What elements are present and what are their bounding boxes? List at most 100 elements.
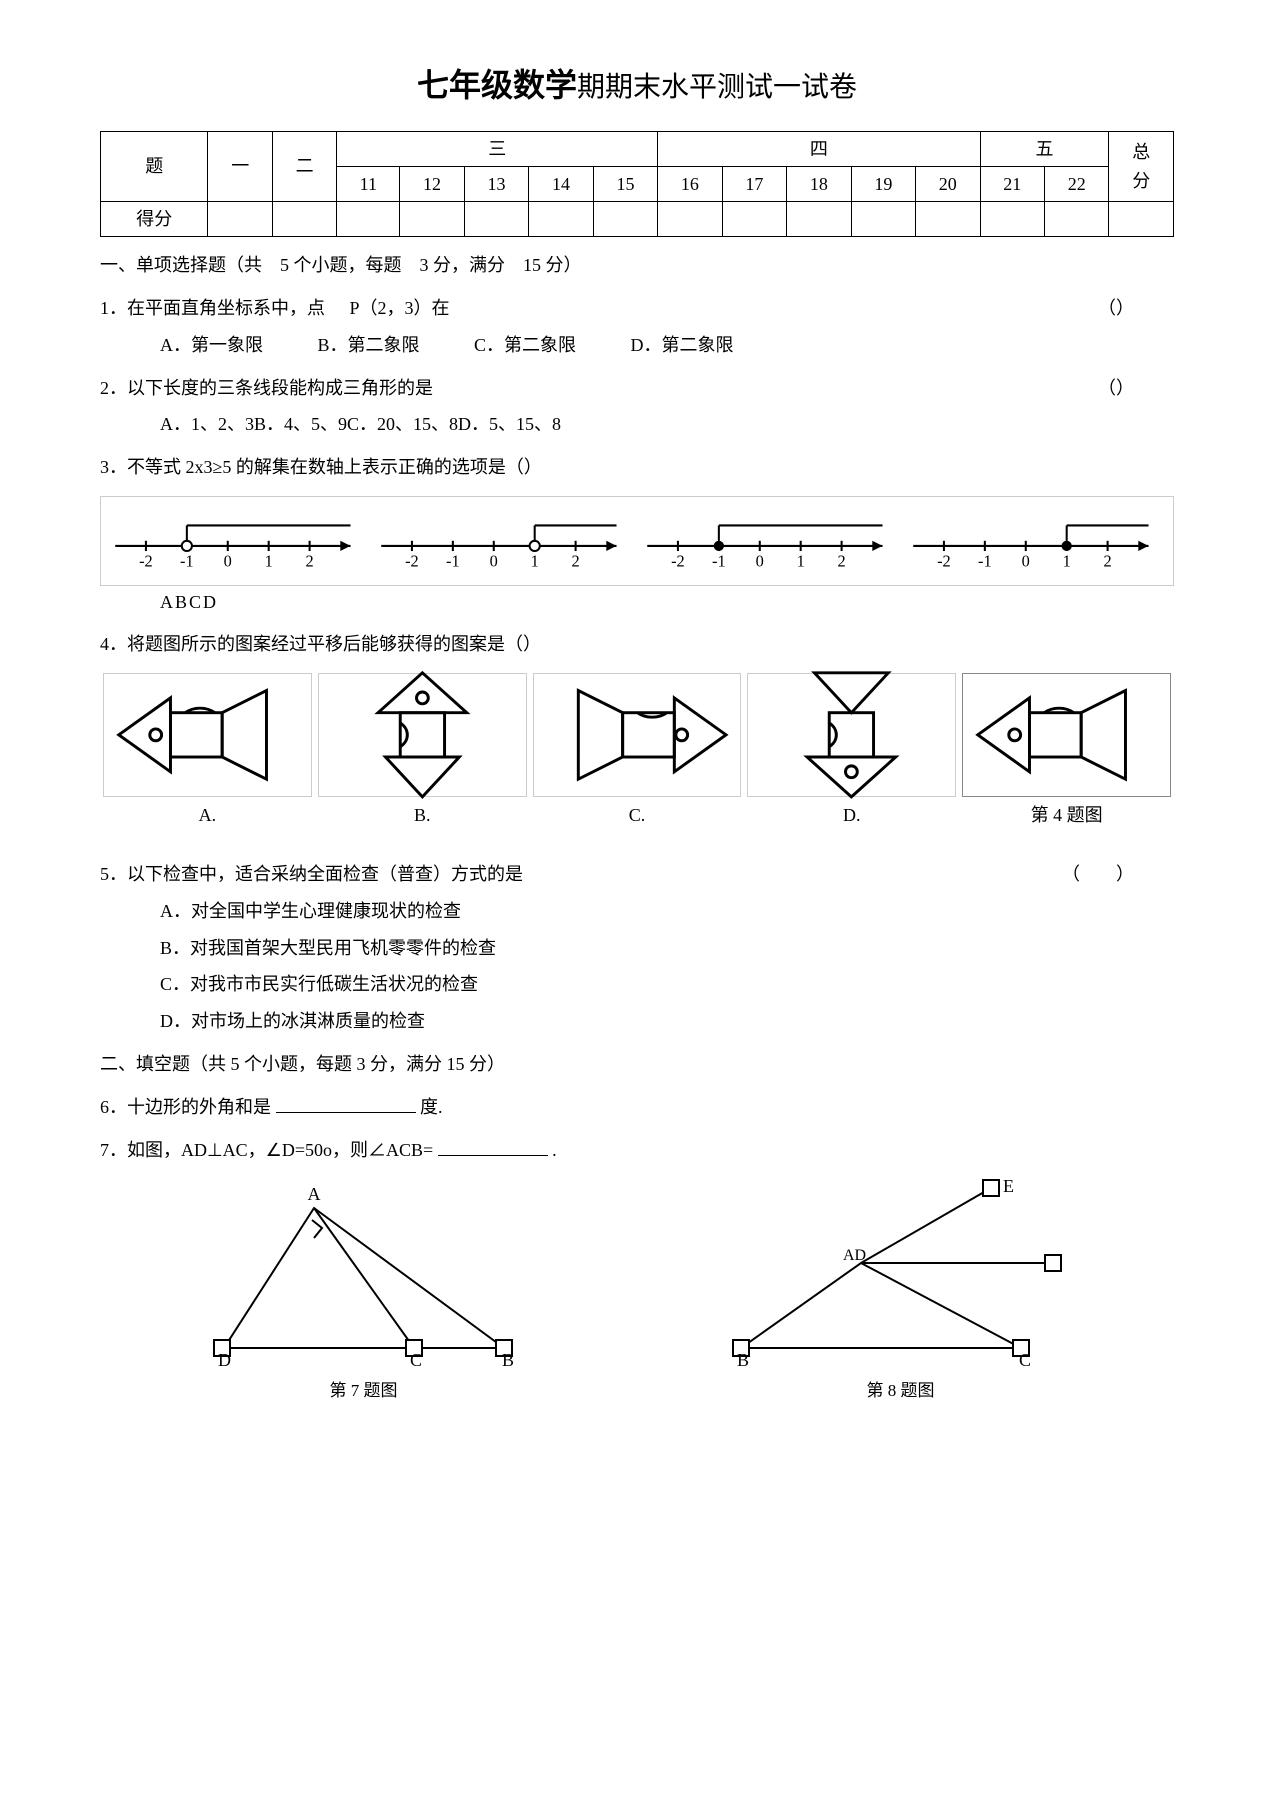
label-orig: 第 4 题图	[959, 801, 1174, 830]
score-table: 题 一 二 三 三 四 五 总分 11 12 13 14 15 16 17 18…	[100, 131, 1174, 237]
svg-text:1: 1	[1063, 551, 1071, 570]
option-c: C．对我市市民实行低碳生活状况的检查	[160, 970, 1174, 999]
fish-D	[747, 673, 956, 797]
q1-options: A．第一象限 B．第二象限 C．第二象限 D．第二象限	[100, 331, 1174, 360]
cell: 三	[337, 132, 658, 167]
title-big: 七年级数学	[417, 67, 577, 103]
svg-text:2: 2	[838, 551, 846, 570]
cell: 14	[529, 167, 593, 202]
question-3: 3．不等式 2x3≥5 的解集在数轴上表示正确的选项是（）	[100, 453, 1174, 482]
fill-blank	[276, 1094, 416, 1113]
answer-paren: （ ）	[1062, 860, 1134, 889]
cell: 16	[658, 167, 722, 202]
q2-stem: 2．以下长度的三条线段能构成三角形的是	[100, 378, 433, 398]
svg-text:-1: -1	[446, 551, 460, 570]
label-c: C.	[530, 801, 745, 830]
fig8-wrap: AD B C E 第 8 题图	[711, 1178, 1091, 1404]
cell: 18	[787, 167, 851, 202]
question-6: 6．十边形的外角和是 度.	[100, 1093, 1174, 1122]
option-a: A．对全国中学生心理健康现状的检查	[160, 897, 1174, 926]
triangle-figures: A D C B 第 7 题图 AD B C E 第 8 题图	[100, 1178, 1174, 1404]
cell: 五	[980, 132, 1109, 167]
option-d: D．对市场上的冰淇淋质量的检查	[160, 1007, 1174, 1036]
q3-abcd: ABCD	[100, 588, 1174, 617]
q4-figures	[100, 673, 1174, 797]
svg-text:-1: -1	[180, 551, 194, 570]
cell: 22	[1044, 167, 1108, 202]
cell: 20	[916, 167, 980, 202]
answer-paren: （）	[1098, 374, 1134, 403]
svg-text:2: 2	[1104, 551, 1112, 570]
question-1: 1．在平面直角坐标系中，点 P（2，3）在 （） A．第一象限 B．第二象限 C…	[100, 294, 1174, 360]
pt-E: E	[1003, 1178, 1014, 1196]
q4-stem: 4．将题图所示的图案经过平移后能够获得的图案是（）	[100, 634, 541, 654]
svg-text:2: 2	[306, 551, 314, 570]
question-2: 2．以下长度的三条线段能构成三角形的是 （） A．1、2、3B．4、5、9C．2…	[100, 374, 1174, 440]
option-c: C．第二象限	[474, 331, 576, 360]
numberline-d: -2 -1 0 1 2	[903, 505, 1169, 577]
title-rest: 期期末水平测试一试卷	[577, 72, 857, 103]
svg-text:1: 1	[265, 551, 273, 570]
svg-text:0: 0	[756, 551, 764, 570]
fig7-label: 第 7 题图	[184, 1377, 544, 1404]
option-a: A．第一象限	[160, 331, 263, 360]
pt-B: B	[737, 1350, 749, 1368]
numberline-figures: -2 -1 0 1 2 -2 -1 0 1 2 -2	[100, 496, 1174, 586]
cell: 四	[658, 132, 980, 167]
question-5: 5．以下检查中，适合采纳全面检查（普查）方式的是 （ ） A．对全国中学生心理健…	[100, 860, 1174, 1036]
fish-A	[103, 673, 312, 797]
cell: 17	[722, 167, 786, 202]
fill-blank	[438, 1137, 548, 1156]
svg-text:-2: -2	[671, 551, 685, 570]
svg-text:-1: -1	[978, 551, 992, 570]
pt-B: B	[502, 1350, 514, 1368]
q6-a: 6．十边形的外角和是	[100, 1097, 271, 1117]
table-row: 题 一 二 三 三 四 五 总分	[101, 132, 1174, 167]
fish-C	[533, 673, 742, 797]
cell: 二	[272, 132, 336, 202]
section2-heading: 二、填空题（共 5 个小题，每题 3 分，满分 15 分）	[100, 1050, 1174, 1079]
page-title: 七年级数学期期末水平测试一试卷	[100, 60, 1174, 111]
q1-stem-a: 1．在平面直角坐标系中，点	[100, 298, 325, 318]
svg-text:-2: -2	[937, 551, 951, 570]
cell: 11	[337, 167, 400, 202]
numberline-b: -2 -1 0 1 2	[371, 505, 637, 577]
triangle-7: A D C B	[184, 1178, 544, 1368]
answer-paren: （）	[1098, 294, 1134, 323]
label-b: B.	[315, 801, 530, 830]
fig8-label: 第 8 题图	[711, 1377, 1091, 1404]
fish-B	[318, 673, 527, 797]
cell: 19	[851, 167, 915, 202]
q1-stem-b: P（2，3）在	[350, 298, 450, 318]
pt-A: A	[307, 1184, 320, 1204]
cell: 15	[593, 167, 657, 202]
svg-text:1: 1	[531, 551, 539, 570]
fig7-wrap: A D C B 第 7 题图	[184, 1178, 544, 1404]
numberline-c: -2 -1 0 1 2	[637, 505, 903, 577]
cell: 题	[101, 132, 208, 202]
q2-options: A．1、2、3B．4、5、9C．20、15、8D．5、15、8	[100, 410, 1174, 439]
label-d: D.	[744, 801, 959, 830]
svg-text:0: 0	[490, 551, 498, 570]
q3-stem: 3．不等式 2x3≥5 的解集在数轴上表示正确的选项是（）	[100, 457, 542, 477]
q5-options: A．对全国中学生心理健康现状的检查 B．对我国首架大型民用飞机零零件的检查 C．…	[100, 897, 1174, 1036]
label-a: A.	[100, 801, 315, 830]
pt-AD: AD	[843, 1247, 866, 1264]
fish-original	[962, 673, 1171, 797]
cell: 得分	[101, 202, 208, 237]
option-b: B．第二象限	[318, 331, 420, 360]
question-4: 4．将题图所示的图案经过平移后能够获得的图案是（）	[100, 630, 1174, 659]
cell: 21	[980, 167, 1044, 202]
triangle-8: AD B C E	[711, 1178, 1091, 1368]
svg-text:2: 2	[572, 551, 580, 570]
pt-D: D	[218, 1350, 231, 1368]
cell: 13	[464, 167, 528, 202]
cell: 一	[208, 132, 272, 202]
svg-text:-1: -1	[712, 551, 726, 570]
q6-b: 度.	[420, 1097, 443, 1117]
q7-b: .	[552, 1140, 557, 1160]
cell: 12	[400, 167, 464, 202]
q2-opts-line: A．1、2、3B．4、5、9C．20、15、8D．5、15、8	[160, 414, 561, 434]
pt-C: C	[1019, 1350, 1031, 1368]
section-heading: 一、单项选择题（共 5 个小题，每题 3 分，满分 15 分）	[100, 251, 1174, 280]
